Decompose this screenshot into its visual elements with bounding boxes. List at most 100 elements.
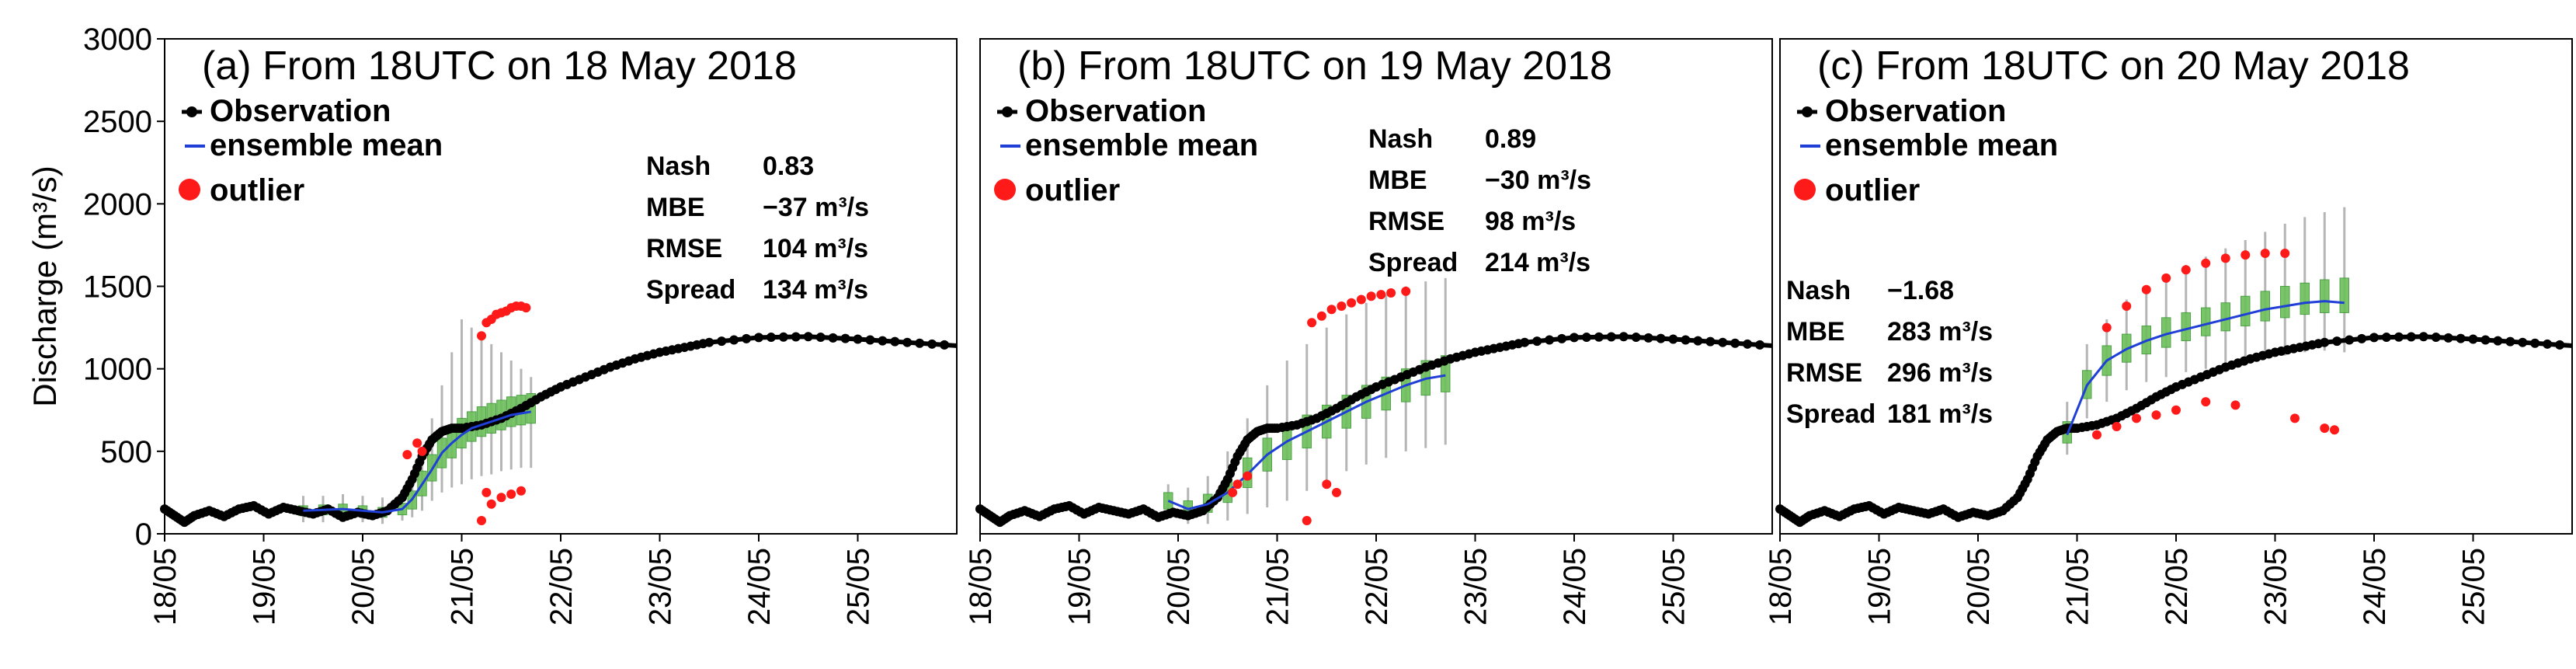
outlier-point [402,450,412,460]
legend-outlier-marker [179,179,200,200]
stat-value: 0.89 [1485,124,1536,154]
outlier-point [2132,413,2141,423]
observation-point [1594,332,1604,342]
observation-point [2530,338,2540,348]
outlier-point [1401,286,1411,296]
outlier-point [2220,253,2230,263]
observation-point [766,333,776,343]
ensemble-box [2201,307,2211,336]
observation-point [927,339,937,349]
observation-point [1668,334,1678,344]
x-tick-label: 23/05 [2259,548,2293,625]
plot-frame [1779,38,2573,535]
outlier-point [2171,405,2181,415]
observation-point [2406,332,2416,342]
y-tick-label: 3000 [83,23,152,57]
stat-label: RMSE [1786,358,1862,388]
stat-value: 214 m³/s [1485,248,1590,277]
ensemble-mean-line [2066,300,2345,436]
observation-point [1631,333,1641,343]
observation-point [1557,333,1567,343]
observation-point [2480,335,2491,345]
outlier-point [2151,410,2161,420]
x-tick-label: 18/05 [148,548,183,625]
observation-point [815,333,826,343]
x-tick-label: 24/05 [742,548,777,625]
outlier-point [1386,287,1396,298]
observation-point [865,335,875,345]
observation-point [2381,333,2391,343]
observation-point [1693,336,1703,346]
ensemble-box [2260,291,2270,322]
legend-observation-marker [186,106,197,117]
outlier-point [2141,284,2151,294]
legend-outlier-marker [1794,179,1816,200]
legend-outlier-marker [994,179,1016,200]
ensemble-mean-line [1167,374,1446,510]
observation-point [742,333,752,343]
legend-observation-label: Observation [1825,94,2006,128]
observation-point [2357,333,2367,343]
outlier-point [2230,400,2241,410]
observation-point [840,333,850,343]
outlier-point [1326,305,1337,315]
panel-title: (a) From 18UTC on 18 May 2018 [202,44,797,89]
legend-observation-marker [1002,106,1013,117]
y-tick-label: 2500 [83,105,152,139]
observation-point [878,336,888,346]
outlier-point [2201,397,2211,407]
observation-point [704,337,714,347]
observation-point [2431,333,2441,343]
stat-value: 0.83 [763,152,814,181]
ensemble-box [2181,312,2191,342]
stat-label: Nash [1786,276,1851,305]
observation-point [902,337,913,347]
outlier-point [2290,413,2300,423]
stat-value: −1.68 [1887,276,1954,305]
stat-value: 181 m³/s [1887,399,1993,429]
y-tick-label: 2000 [83,187,152,221]
x-tick-label: 20/05 [346,548,381,625]
observation-point [2468,334,2478,344]
observation-point [2493,336,2503,346]
observation-point [1532,336,1542,347]
stat-label: MBE [1368,166,1427,195]
outlier-point [521,303,531,313]
stat-label: Spread [1368,248,1458,277]
outlier-point [1322,479,1332,490]
observation-point [803,332,813,342]
observation-point [1618,332,1629,342]
outlier-point [2161,273,2171,283]
outlier-point [2280,249,2290,259]
observation-point [828,333,838,343]
x-tick-label: 22/05 [544,548,579,625]
observation-point [2345,335,2355,345]
observation-point [1705,336,1716,347]
x-tick-label: 19/05 [1863,548,1897,625]
stat-value: 283 m³/s [1887,317,1993,347]
stat-value: −30 m³/s [1485,166,1591,195]
observation-point [1581,333,1591,343]
observation-point [1681,335,1691,345]
legend-outlier-label: outlier [1025,173,1120,207]
outlier-point [2112,421,2122,431]
outlier-point [1366,291,1376,301]
ensemble-box [2220,302,2230,332]
observation-point [2543,339,2553,349]
panel-title: (c) From 18UTC on 20 May 2018 [1817,44,2410,89]
x-tick-label: 19/05 [1063,548,1097,625]
observation-point [1545,335,1555,345]
stat-value: 104 m³/s [763,234,868,263]
x-tick-label: 23/05 [1459,548,1493,625]
outlier-point [1332,487,1341,497]
observation-point [1643,333,1653,343]
outlier-point [516,486,526,496]
plot-frame [164,38,958,535]
observation-point [2505,336,2515,347]
x-tick-label: 24/05 [2358,548,2392,625]
observation-point [2443,333,2453,343]
legend-observation-label: Observation [210,94,391,128]
outlier-point [486,499,496,509]
panel-title: (b) From 18UTC on 19 May 2018 [1017,44,1612,89]
observation-point [729,335,739,345]
